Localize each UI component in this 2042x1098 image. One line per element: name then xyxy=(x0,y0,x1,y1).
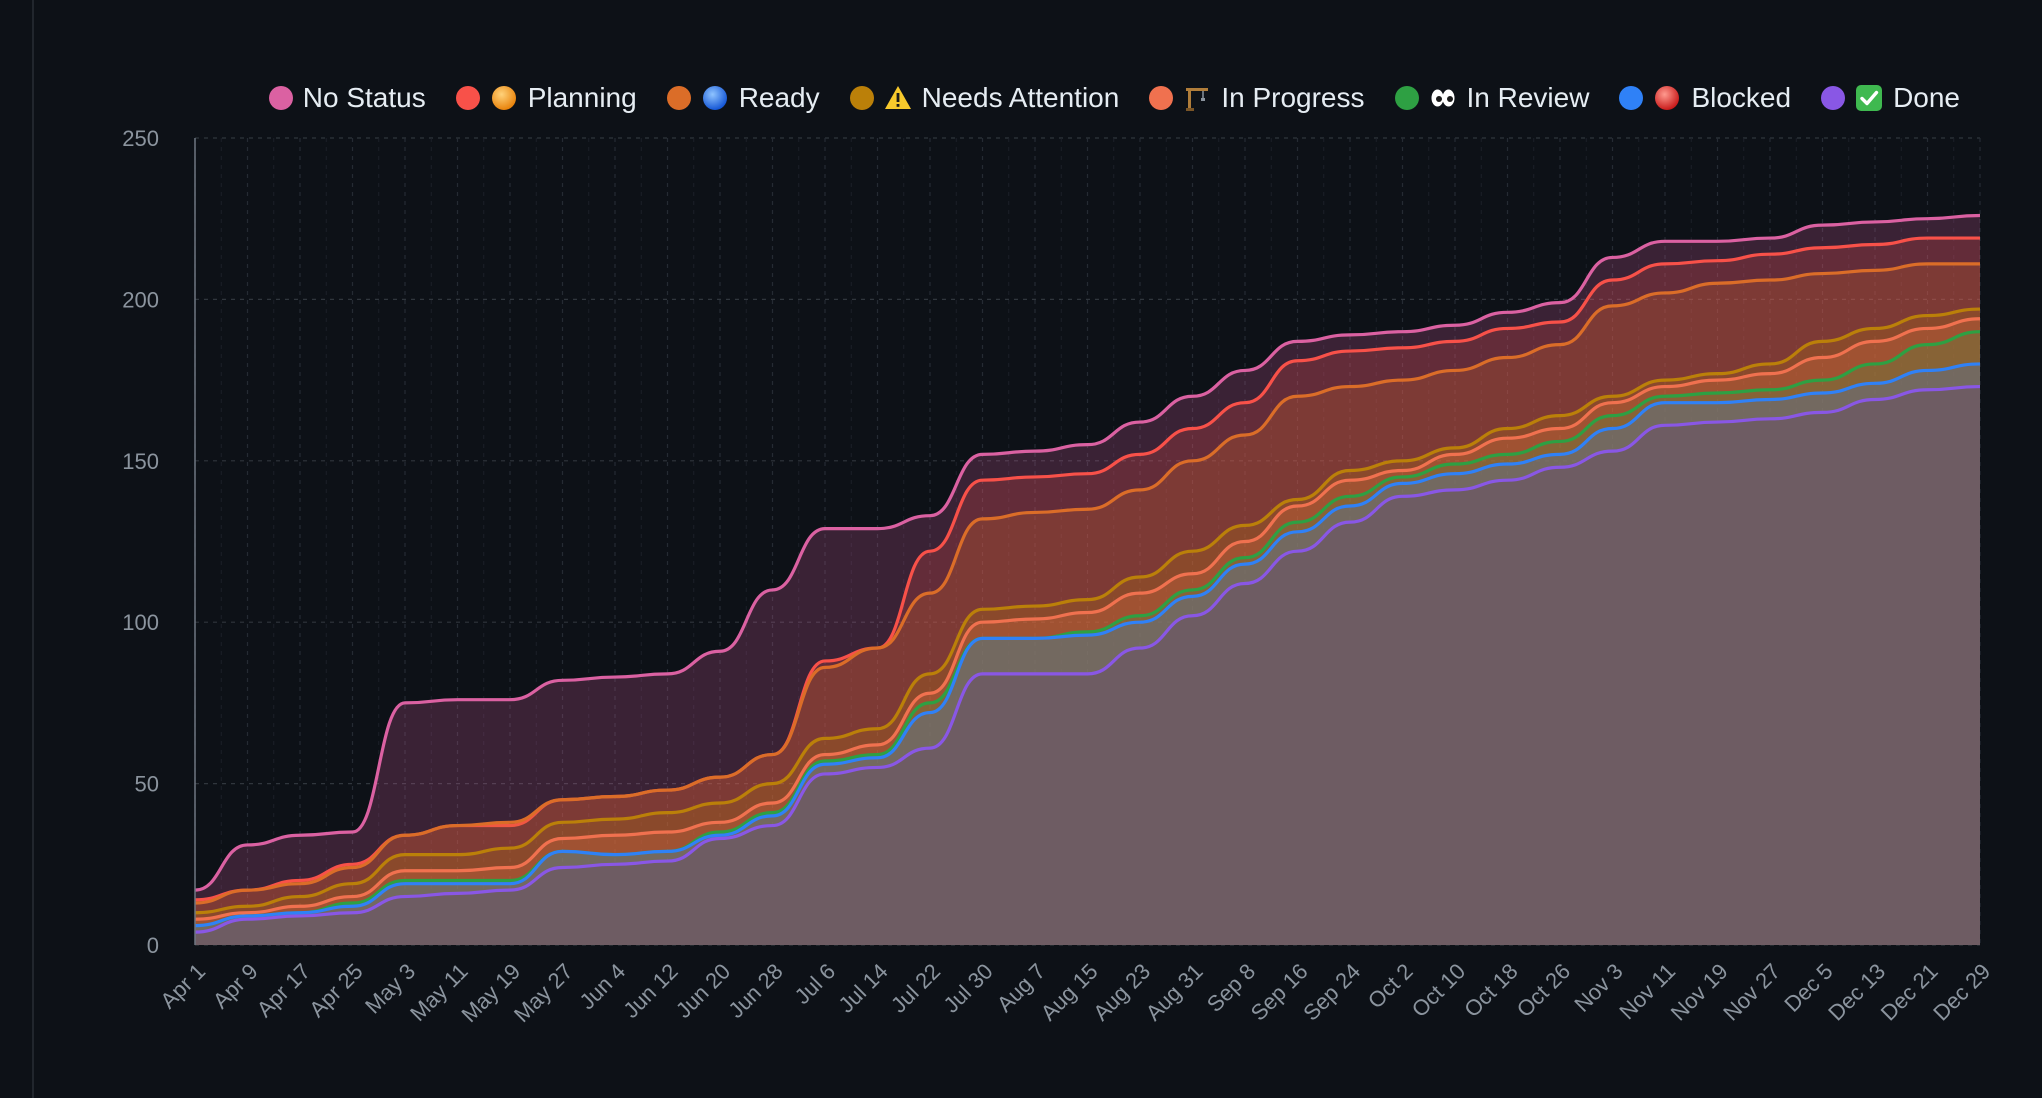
x-tick-label: Jun 12 xyxy=(618,959,682,1023)
x-tick-label: Dec 21 xyxy=(1876,959,1943,1026)
legend-label: In Progress xyxy=(1221,82,1365,113)
legend-swatch xyxy=(1619,86,1644,110)
legend-swatch xyxy=(666,86,691,110)
chart-legend: No Status Planning Ready Needs Attention xyxy=(268,82,1960,114)
y-tick-label: 100 xyxy=(122,610,159,635)
legend-label: No Status xyxy=(302,82,426,113)
series-line-needs-attention xyxy=(194,307,1981,915)
x-tick-label: Aug 15 xyxy=(1036,959,1103,1026)
series-line-ready xyxy=(194,262,1980,905)
legend-item-in-progress[interactable]: In Progress xyxy=(1149,82,1365,114)
series-line-done xyxy=(194,384,1981,934)
x-tick-label: Aug 23 xyxy=(1088,959,1155,1026)
warning-icon xyxy=(884,84,912,112)
orange-circle-icon xyxy=(490,84,518,112)
legend-item-in-review[interactable]: In Review xyxy=(1394,82,1590,114)
x-tick-label: Apr 1 xyxy=(155,959,210,1014)
x-tick-label: May 19 xyxy=(456,959,525,1028)
x-tick-label: Dec 13 xyxy=(1823,959,1890,1026)
legend-item-no-status[interactable]: No Status xyxy=(268,82,426,114)
x-tick-label: Dec 29 xyxy=(1928,959,1995,1026)
x-tick-label: Apr 17 xyxy=(252,959,316,1023)
x-tick-label: Sep 24 xyxy=(1298,959,1365,1026)
y-tick-label: 150 xyxy=(122,449,159,474)
series-line-no-status xyxy=(194,213,1981,892)
x-tick-label: Jun 20 xyxy=(671,959,735,1023)
legend-swatch xyxy=(455,86,480,110)
x-tick-label: Jul 30 xyxy=(938,959,997,1018)
y-tick-label: 250 xyxy=(122,126,159,151)
legend-label: Planning xyxy=(527,82,637,113)
x-tick-label: Nov 19 xyxy=(1666,959,1733,1026)
legend-swatch xyxy=(268,86,293,110)
legend-label: Blocked xyxy=(1691,82,1792,113)
legend-item-ready[interactable]: Ready xyxy=(666,82,820,114)
x-tick-label: Nov 11 xyxy=(1614,959,1680,1025)
eyes-icon xyxy=(1429,84,1457,112)
panel-divider xyxy=(32,0,34,1098)
x-tick-label: Sep 16 xyxy=(1246,959,1313,1026)
x-tick-label: Nov 27 xyxy=(1718,959,1785,1026)
series-line-in-progress xyxy=(194,317,1981,921)
blue-circle-icon xyxy=(701,84,729,112)
series-line-blocked xyxy=(194,362,1981,928)
y-tick-label: 0 xyxy=(147,933,159,958)
legend-label: Ready xyxy=(738,82,820,113)
series-line-planning xyxy=(194,236,1980,902)
legend-swatch xyxy=(849,86,874,110)
x-tick-label: May 27 xyxy=(509,959,578,1028)
legend-item-done[interactable]: Done xyxy=(1821,82,1960,114)
series-line-in-review xyxy=(194,330,1981,928)
legend-item-planning[interactable]: Planning xyxy=(455,82,637,114)
legend-label: Done xyxy=(1893,82,1960,113)
series-area-done xyxy=(195,386,1980,945)
x-tick-label: Jul 22 xyxy=(886,959,945,1018)
x-tick-label: Jun 28 xyxy=(723,959,787,1023)
x-tick-label: Oct 10 xyxy=(1407,959,1471,1023)
y-tick-label: 50 xyxy=(135,772,159,797)
check-mark-icon xyxy=(1855,84,1883,112)
legend-label: In Review xyxy=(1466,82,1590,113)
legend-swatch xyxy=(1149,86,1174,110)
y-tick-label: 200 xyxy=(122,287,159,312)
x-tick-label: Aug 31 xyxy=(1141,959,1208,1026)
legend-swatch xyxy=(1821,86,1846,110)
x-tick-label: Oct 18 xyxy=(1459,959,1523,1023)
x-tick-label: Jul 14 xyxy=(833,959,892,1018)
legend-item-needs-attention[interactable]: Needs Attention xyxy=(849,82,1120,114)
x-tick-label: Oct 26 xyxy=(1512,959,1576,1023)
legend-label: Needs Attention xyxy=(921,82,1120,113)
red-circle-icon xyxy=(1653,84,1681,112)
x-tick-label: Apr 25 xyxy=(304,959,368,1023)
x-tick-label: Jul 6 xyxy=(790,959,841,1010)
legend-item-blocked[interactable]: Blocked xyxy=(1619,82,1791,114)
legend-swatch xyxy=(1394,86,1419,110)
construction-crane-icon xyxy=(1183,84,1211,112)
